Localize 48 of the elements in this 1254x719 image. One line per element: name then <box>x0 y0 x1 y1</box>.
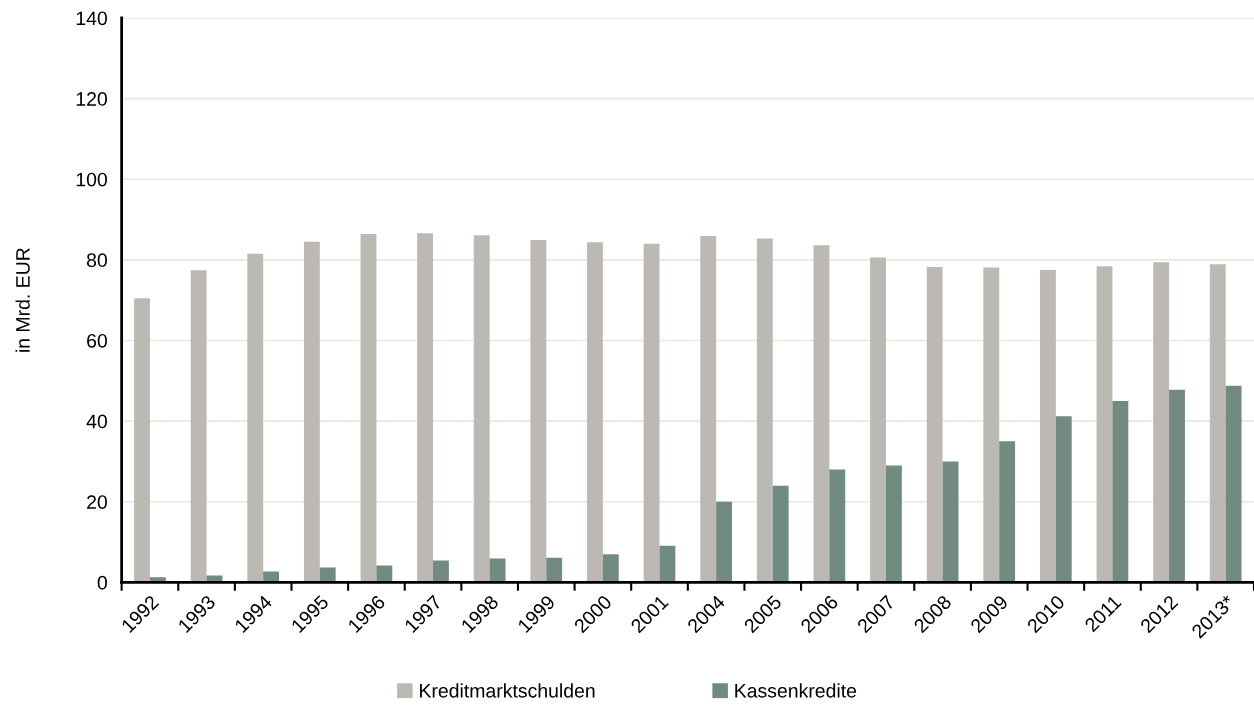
y-tick-label: 0 <box>97 575 107 590</box>
bar <box>530 240 547 583</box>
bar <box>1055 416 1072 583</box>
bar <box>1225 385 1242 583</box>
bar <box>602 554 619 583</box>
bar <box>813 245 830 583</box>
bar <box>360 234 377 583</box>
bar <box>772 485 789 583</box>
y-tick-label: 100 <box>76 172 107 187</box>
bar <box>1112 400 1129 583</box>
bar <box>1039 269 1056 583</box>
bar <box>1169 389 1185 583</box>
bar <box>376 565 393 583</box>
bar <box>1209 264 1226 583</box>
y-axis-title: in Mrd. EUR <box>15 248 30 352</box>
y-tick-label: 120 <box>76 92 107 106</box>
y-tick-label: 60 <box>87 333 107 348</box>
bar <box>885 465 902 583</box>
legend-label: Kreditmarktschulden <box>420 683 595 698</box>
bar <box>1153 262 1170 583</box>
bar <box>473 235 490 583</box>
bar <box>303 241 320 583</box>
bar <box>489 558 506 583</box>
bar <box>926 267 943 583</box>
bar <box>1096 266 1113 583</box>
bar <box>942 461 959 583</box>
bar <box>546 557 563 583</box>
y-tick-label: 40 <box>86 414 107 429</box>
bar <box>870 257 886 583</box>
bar <box>319 567 336 583</box>
bar <box>134 298 150 583</box>
bar <box>247 253 264 583</box>
bar <box>190 270 207 583</box>
bar <box>829 469 846 583</box>
bar <box>587 242 603 583</box>
bar <box>756 238 773 583</box>
bar <box>433 560 449 583</box>
y-tick-label: 20 <box>87 495 107 509</box>
legend-label: Kassenkredite <box>735 683 857 698</box>
y-tick-label: 140 <box>76 11 107 26</box>
y-tick-label: 80 <box>86 253 107 268</box>
bar <box>700 236 717 583</box>
bar <box>716 501 732 583</box>
bar <box>983 267 1000 583</box>
bar <box>643 243 660 583</box>
bar <box>417 233 434 583</box>
bar <box>659 545 676 583</box>
bar <box>999 441 1016 583</box>
